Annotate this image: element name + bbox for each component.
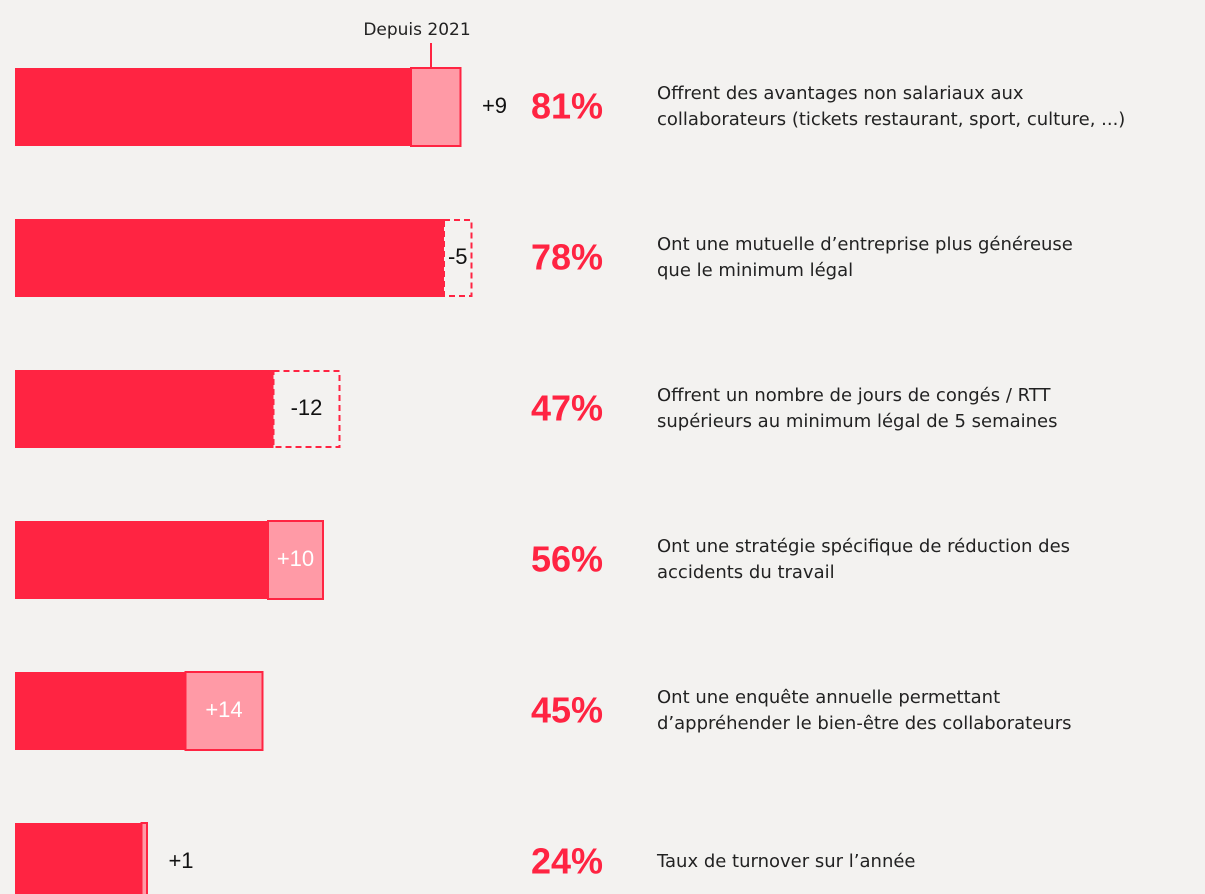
category-label: que le minimum légal <box>657 260 853 281</box>
change-bar <box>267 520 324 600</box>
value-label: 47% <box>531 388 603 429</box>
change-bar <box>443 219 473 297</box>
value-label: 78% <box>531 237 603 278</box>
value-label: 56% <box>531 539 603 580</box>
bar <box>15 521 268 599</box>
bar <box>15 823 142 894</box>
bar <box>15 672 186 750</box>
category-label: Ont une stratégie spécifique de réductio… <box>657 536 1070 557</box>
change-bar <box>140 822 148 894</box>
category-label: collaborateurs (tickets restaurant, spor… <box>657 109 1125 130</box>
value-label: 81% <box>531 86 603 127</box>
category-label: supérieurs au minimum légal de 5 semaine… <box>657 411 1058 432</box>
category-label: Ont une mutuelle d’entreprise plus génér… <box>657 234 1073 255</box>
change-label: +1 <box>168 848 193 873</box>
category-label: Offrent un nombre de jours de congés / R… <box>657 385 1052 406</box>
category-label: Ont une enquête annuelle permettant <box>657 687 1000 708</box>
change-label: +9 <box>482 93 507 118</box>
value-label: 24% <box>531 841 603 882</box>
bar <box>15 370 274 448</box>
value-label: 45% <box>531 690 603 731</box>
change-label: +14 <box>205 697 242 722</box>
change-label: -5 <box>448 244 468 269</box>
change-label: -12 <box>291 395 323 420</box>
bar <box>15 68 411 146</box>
change-title: Depuis 2021 <box>363 20 470 40</box>
category-label: d’appréhender le bien-être des collabora… <box>657 713 1071 734</box>
category-label: Taux de turnover sur l’année <box>656 851 916 872</box>
change-label: +10 <box>277 546 314 571</box>
bar <box>15 219 444 297</box>
change-bar <box>272 370 341 448</box>
category-label: accidents du travail <box>657 562 835 583</box>
change-bar <box>410 67 462 147</box>
category-label: Offrent des avantages non salariaux aux <box>657 83 1024 104</box>
change-bar <box>184 671 264 751</box>
